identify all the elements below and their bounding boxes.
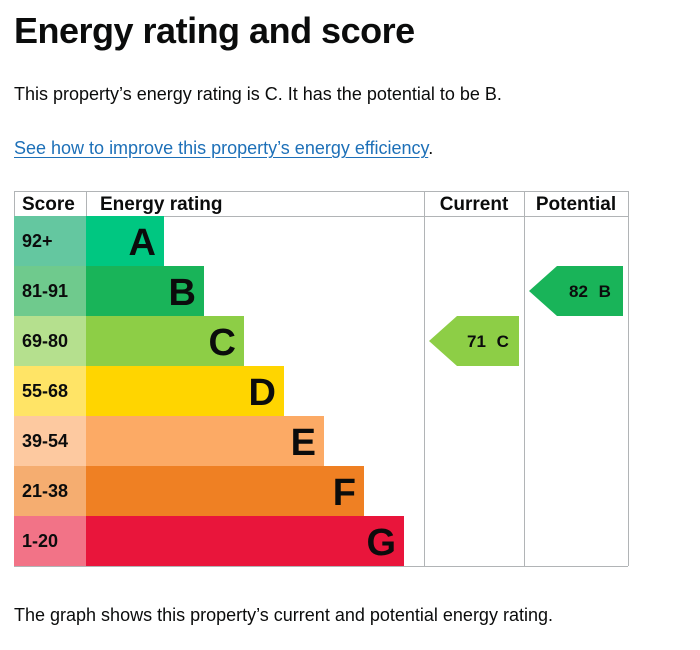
rating-letter-b: B bbox=[169, 272, 196, 314]
rating-bar-d bbox=[86, 366, 284, 416]
link-suffix: . bbox=[428, 138, 434, 158]
current-rating-arrow bbox=[429, 316, 519, 366]
score-label-d: 55-68 bbox=[22, 381, 68, 401]
header-current: Current bbox=[440, 194, 509, 215]
score-cell-d bbox=[14, 366, 86, 416]
score-cell-c bbox=[14, 316, 86, 366]
score-cell-a bbox=[14, 216, 86, 266]
rating-letter-c: C bbox=[209, 322, 236, 364]
rating-bar-g bbox=[86, 516, 404, 566]
rating-bar-f bbox=[86, 466, 364, 516]
improve-link-line: See how to improve this property’s energ… bbox=[14, 138, 433, 159]
score-label-a: 92+ bbox=[22, 231, 53, 251]
score-cell-g bbox=[14, 516, 86, 566]
rating-letter-f: F bbox=[333, 472, 356, 514]
current-rating-arrow-label: 71 C bbox=[467, 332, 509, 351]
rating-letter-d: D bbox=[249, 372, 276, 414]
score-label-f: 21-38 bbox=[22, 481, 68, 501]
score-cell-f bbox=[14, 466, 86, 516]
score-label-c: 69-80 bbox=[22, 331, 68, 351]
potential-rating-arrow bbox=[529, 266, 623, 316]
rating-bar-b bbox=[86, 266, 204, 316]
score-cell-e bbox=[14, 416, 86, 466]
rating-letter-e: E bbox=[291, 422, 316, 464]
rating-letter-g: G bbox=[366, 522, 396, 564]
improve-efficiency-link[interactable]: See how to improve this property’s energ… bbox=[14, 138, 429, 158]
header-potential: Potential bbox=[536, 194, 616, 215]
rating-bar-a bbox=[86, 216, 164, 266]
score-label-e: 39-54 bbox=[22, 431, 68, 451]
rating-summary: This property’s energy rating is C. It h… bbox=[14, 84, 502, 104]
score-label-b: 81-91 bbox=[22, 281, 68, 301]
score-label-g: 1-20 bbox=[22, 531, 58, 551]
rating-letter-a: A bbox=[129, 222, 156, 264]
page-title: Energy rating and score bbox=[14, 10, 415, 51]
chart-caption: The graph shows this property’s current … bbox=[14, 605, 553, 625]
header-energy-rating: Energy rating bbox=[100, 194, 222, 215]
header-score: Score bbox=[22, 194, 75, 215]
rating-bar-e bbox=[86, 416, 324, 466]
rating-bar-c bbox=[86, 316, 244, 366]
potential-rating-arrow-label: 82 B bbox=[569, 282, 611, 301]
score-cell-b bbox=[14, 266, 86, 316]
energy-rating-chart: Score Energy rating Current Potential 92+ A 81… bbox=[14, 191, 629, 567]
